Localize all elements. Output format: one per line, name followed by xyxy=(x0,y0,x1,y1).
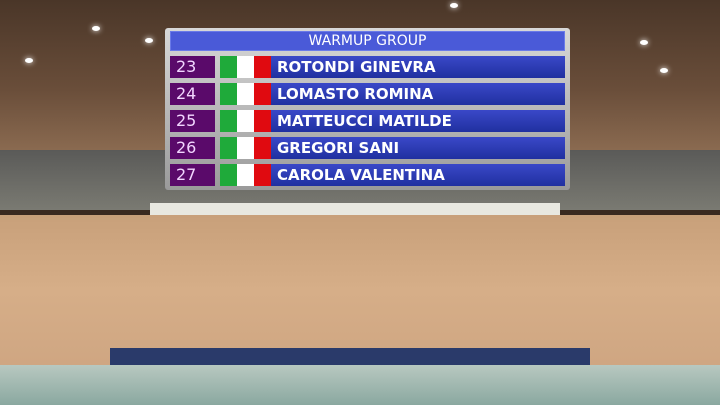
ceiling-light xyxy=(145,38,153,43)
skater-name: ROTONDI GINEVRA xyxy=(271,56,565,78)
judges-table xyxy=(110,348,590,368)
skater-number: 27 xyxy=(170,164,215,186)
skater-row: 26 GREGORI SANI xyxy=(170,137,565,159)
skater-number: 24 xyxy=(170,83,215,105)
skater-name: MATTEUCCI MATILDE xyxy=(271,110,565,132)
skater-name: LOMASTO ROMINA xyxy=(271,83,565,105)
italy-flag-icon xyxy=(220,164,271,186)
rink-boards xyxy=(0,365,720,405)
skater-name: CAROLA VALENTINA xyxy=(271,164,565,186)
italy-flag-icon xyxy=(220,110,271,132)
ceiling-light xyxy=(640,40,648,45)
italy-flag-icon xyxy=(220,137,271,159)
ceiling-light xyxy=(25,58,33,63)
italy-flag-icon xyxy=(220,56,271,78)
ceiling-light xyxy=(92,26,100,31)
ceiling-light xyxy=(450,3,458,8)
sponsor-banner xyxy=(150,203,560,217)
rink-floor xyxy=(0,215,720,365)
skater-row: 24 LOMASTO ROMINA xyxy=(170,83,565,105)
ceiling-light xyxy=(660,68,668,73)
skater-row: 25 MATTEUCCI MATILDE xyxy=(170,110,565,132)
skater-name: GREGORI SANI xyxy=(271,137,565,159)
skater-number: 25 xyxy=(170,110,215,132)
warmup-group-panel: WARMUP GROUP 23 ROTONDI GINEVRA 24 LOMAST… xyxy=(165,28,570,190)
skater-row: 23 ROTONDI GINEVRA xyxy=(170,56,565,78)
panel-title: WARMUP GROUP xyxy=(170,31,565,51)
skater-number: 26 xyxy=(170,137,215,159)
skater-row: 27 CAROLA VALENTINA xyxy=(170,164,565,186)
skater-number: 23 xyxy=(170,56,215,78)
italy-flag-icon xyxy=(220,83,271,105)
